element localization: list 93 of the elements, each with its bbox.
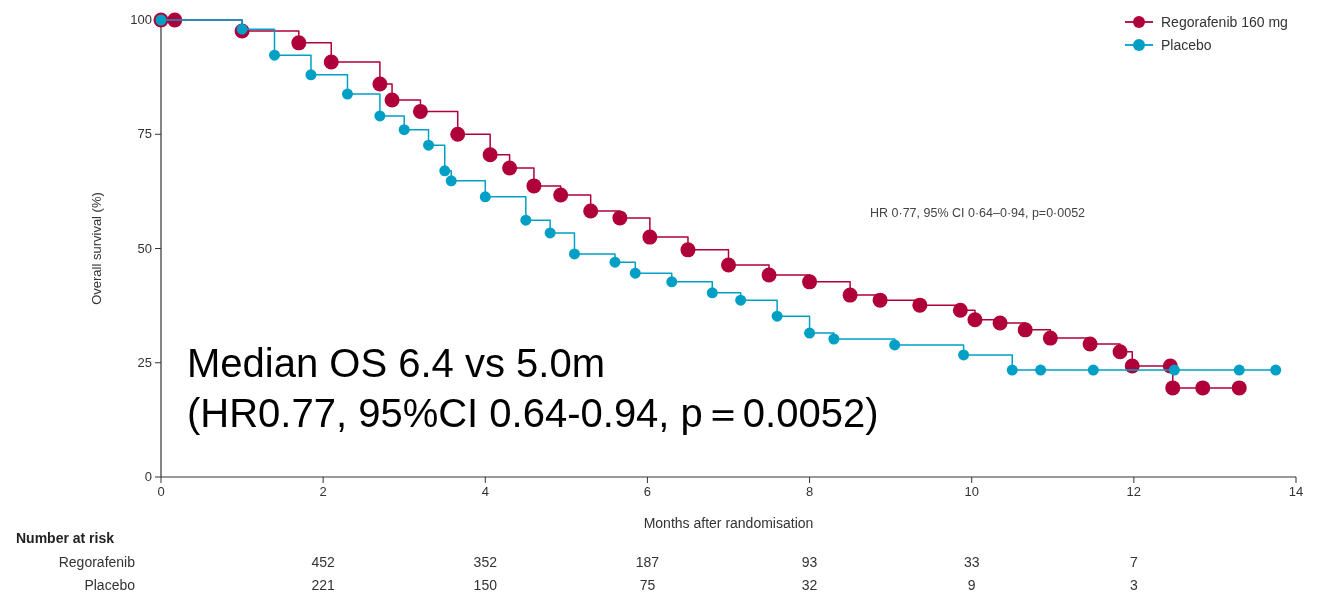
x-tick-label: 10: [964, 484, 979, 499]
y-tick-label: 50: [137, 240, 152, 256]
point: [735, 294, 747, 306]
point: [384, 92, 400, 108]
point: [771, 310, 783, 322]
point: [721, 257, 736, 273]
point: [761, 267, 777, 283]
point: [502, 160, 518, 176]
point: [889, 339, 901, 351]
text: 93: [801, 554, 818, 570]
point: [912, 297, 928, 313]
legend-label: Placebo: [1161, 37, 1212, 53]
point: [1035, 364, 1047, 376]
y-tick-label: 75: [137, 126, 152, 142]
point: [291, 35, 307, 51]
x-tick-label: 4: [481, 484, 489, 499]
text: 150: [473, 577, 498, 593]
point: [412, 103, 428, 119]
text: 221: [311, 577, 336, 593]
point: [1233, 364, 1245, 376]
point: [374, 110, 386, 122]
point: [1042, 330, 1058, 346]
point: [439, 165, 451, 177]
legend-label: Regorafenib 160 mg: [1161, 14, 1288, 30]
point: [269, 49, 280, 61]
x-tick-label: 12: [1126, 484, 1142, 499]
point: [992, 315, 1008, 331]
point: [450, 126, 466, 142]
point: [1087, 364, 1099, 376]
text: 452: [311, 554, 336, 570]
point: [236, 23, 248, 35]
text: 32: [801, 577, 818, 593]
point: [1112, 344, 1128, 360]
point: [1270, 364, 1282, 376]
x-tick-label: 0: [157, 484, 165, 499]
text: 9: [967, 577, 976, 593]
point: [629, 267, 641, 279]
point: [804, 327, 816, 339]
text: 352: [473, 554, 498, 570]
point: [952, 302, 968, 318]
point: [544, 227, 556, 239]
point: [526, 178, 542, 194]
point: [482, 147, 498, 163]
text: 33: [963, 554, 980, 570]
text: Placebo: [84, 577, 136, 593]
point: [1165, 380, 1181, 396]
text: Regorafenib: [58, 554, 136, 570]
point: [479, 191, 491, 203]
y-axis-title: Overall survival (%): [89, 192, 104, 305]
text: 75: [639, 577, 656, 593]
point: [1195, 380, 1211, 396]
point: [642, 229, 658, 245]
point: [372, 76, 388, 92]
point: [568, 248, 580, 260]
x-tick-label: 8: [805, 484, 814, 499]
text: 7: [1129, 554, 1138, 570]
point: [609, 256, 621, 268]
point: [341, 88, 353, 100]
point: [666, 276, 678, 288]
y-tick-label: 25: [137, 354, 152, 370]
point: [872, 292, 888, 308]
x-axis-title: Months after randomisation: [643, 515, 814, 531]
point: [1006, 364, 1018, 376]
point: [398, 124, 410, 136]
y-tick-label: 100: [130, 12, 152, 27]
point: [958, 349, 970, 361]
point: [680, 242, 696, 258]
point: [553, 187, 569, 203]
text: 187: [635, 554, 660, 570]
x-tick-label: 14: [1288, 484, 1304, 499]
annotation: HR 0·77, 95% CI 0·64–0·94, p=0·0052: [870, 206, 1086, 220]
point: [967, 312, 983, 328]
point: [323, 54, 339, 70]
point: [305, 69, 317, 81]
point: [1082, 336, 1098, 352]
x-tick-label: 6: [643, 484, 652, 499]
x-tick-label: 2: [319, 484, 327, 499]
point: [1168, 364, 1180, 376]
point: [1231, 380, 1247, 396]
annotation: Median OS 6.4 vs 5.0m (HR0.77, 95%CI 0.64-0.94, p＝0.0052): [187, 341, 879, 435]
point: [828, 333, 840, 345]
point: [802, 274, 818, 290]
text: Number at risk: [16, 530, 115, 546]
text: 3: [1129, 577, 1138, 593]
point: [583, 203, 599, 219]
point: [1017, 322, 1033, 338]
point: [842, 287, 858, 303]
point: [423, 139, 435, 151]
point: [612, 210, 628, 226]
point: [706, 287, 718, 299]
point: [520, 214, 532, 226]
point: [445, 175, 457, 187]
y-tick-label: 0: [144, 469, 152, 484]
